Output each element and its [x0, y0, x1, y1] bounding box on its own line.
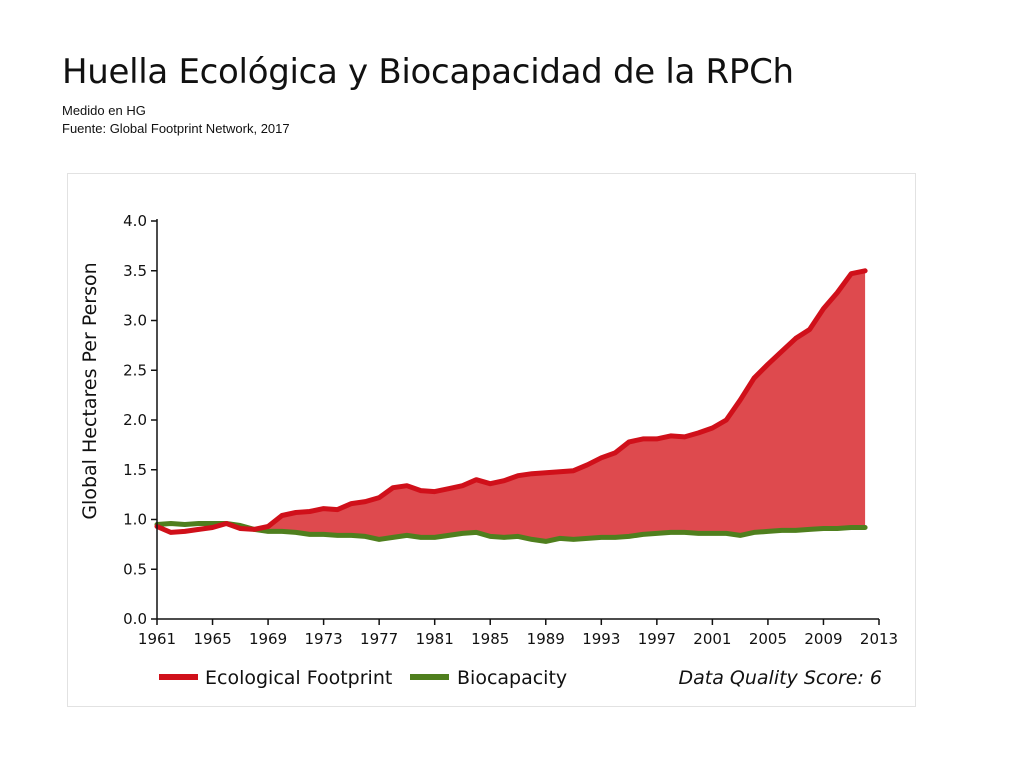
series-lines-layer [154, 268, 868, 544]
y-tick-label: 1.5 [123, 461, 147, 479]
y-tick-label: 1.0 [123, 511, 147, 529]
series-line-biocapacity [154, 521, 868, 544]
x-tick-label: 1969 [249, 630, 287, 648]
x-tick-label: 1961 [138, 630, 176, 648]
y-tick-label: 0.0 [123, 610, 147, 628]
y-tick-label: 2.0 [123, 411, 147, 429]
x-tick-label: 2001 [693, 630, 731, 648]
legend-label-ecological-footprint: Ecological Footprint [205, 667, 392, 689]
deficit-area-layer [157, 270, 866, 542]
x-tick-label: 1985 [471, 630, 509, 648]
x-tick-label: 2005 [749, 630, 787, 648]
x-tick-label: 2009 [804, 630, 842, 648]
axes-layer [151, 219, 880, 625]
slide-header: Huella Ecológica y Biocapacidad de la RP… [62, 52, 794, 138]
chart-frame: 0.0 0.5 1.0 1.5 2.0 2.5 3.0 3.5 4.0 1961 1965 1969 1… [67, 173, 916, 707]
legend: Ecological Footprint Biocapacity Data Qu… [159, 667, 882, 689]
slide-subtitle: Medido en HG [62, 103, 146, 118]
x-tick-label: 1993 [582, 630, 620, 648]
slide-source: Fuente: Global Footprint Network, 2017 [62, 121, 290, 136]
y-tick-label: 3.5 [123, 262, 147, 280]
x-tick-label: 1973 [305, 630, 343, 648]
tick-labels-layer: 0.0 0.5 1.0 1.5 2.0 2.5 3.0 3.5 4.0 1961 1965 1969 1… [123, 212, 898, 648]
y-axis-label: Global Hectares Per Person [79, 262, 101, 519]
y-tick-label: 2.5 [123, 361, 147, 379]
x-tick-label: 1977 [360, 630, 398, 648]
x-tick-label: 1997 [638, 630, 676, 648]
footprint-chart: 0.0 0.5 1.0 1.5 2.0 2.5 3.0 3.5 4.0 1961 1965 1969 1… [79, 212, 898, 689]
ecological-deficit-area [157, 270, 866, 542]
slide-title: Huella Ecológica y Biocapacidad de la RP… [62, 52, 794, 92]
data-quality-score: Data Quality Score: 6 [679, 667, 883, 689]
legend-label-biocapacity: Biocapacity [457, 667, 567, 689]
x-tick-label: 1981 [416, 630, 454, 648]
y-tick-label: 0.5 [123, 560, 147, 578]
y-tick-label: 3.0 [123, 312, 147, 330]
x-tick-label: 2013 [860, 630, 898, 648]
y-tick-label: 4.0 [123, 212, 147, 230]
x-tick-label: 1989 [527, 630, 565, 648]
series-line-ecological-footprint [154, 268, 868, 535]
x-tick-label: 1965 [193, 630, 231, 648]
